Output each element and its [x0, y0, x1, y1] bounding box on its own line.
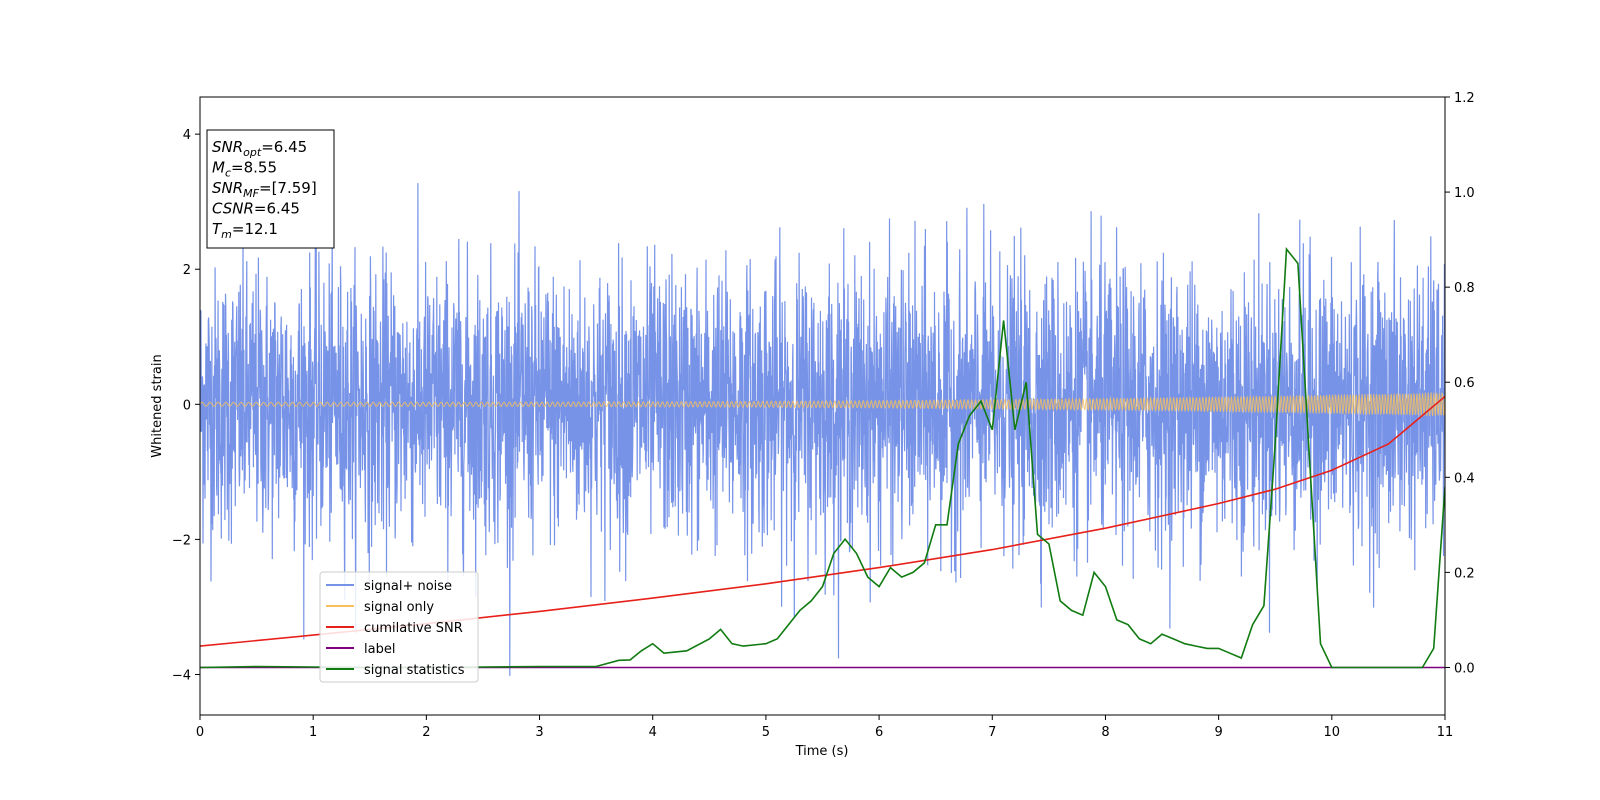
legend-label: signal only [364, 600, 434, 615]
x-tick-label: 1 [309, 725, 317, 740]
x-axis-label: Time (s) [795, 744, 849, 759]
legend: signal+ noise signal only cumilative SNR la… [319, 571, 479, 683]
x-tick-label: 4 [649, 725, 657, 740]
legend-label: signal+ noise [364, 579, 452, 594]
y-tick-label-right: 0.2 [1454, 566, 1475, 581]
x-tick-label: 11 [1437, 725, 1454, 740]
x-tick-label: 3 [535, 725, 543, 740]
x-tick-label: 6 [875, 725, 883, 740]
stats-line: CSNR=6.45 [212, 200, 300, 218]
plot-frame [199, 96, 1446, 716]
y-tick-label-right: 0.0 [1454, 661, 1475, 676]
stats-line: SNRMF=[7.59] [212, 179, 317, 200]
stats-line: Mc=8.55 [212, 159, 277, 180]
stats-line: SNRopt=6.45 [212, 138, 307, 159]
y-tick-label-left: 2 [183, 263, 191, 278]
y-tick-label-left: −4 [172, 668, 191, 683]
x-tick-label: 0 [196, 725, 204, 740]
y-tick-label-right: 0.8 [1454, 281, 1475, 296]
y-axis-label-left: Whitened strain [150, 354, 165, 457]
y-tick-label-right: 0.4 [1454, 471, 1475, 486]
x-tick-label: 2 [422, 725, 430, 740]
y-tick-label-right: 1.0 [1454, 186, 1475, 201]
y-tick-label-left: 0 [183, 398, 191, 413]
series-signal-noise [200, 183, 1445, 676]
legend-label: signal statistics [364, 663, 465, 678]
y-tick-label-right: 1.2 [1454, 91, 1475, 106]
y-tick-label-right: 0.6 [1454, 376, 1475, 391]
x-tick-label: 5 [762, 725, 770, 740]
series-signal-only [200, 391, 1445, 417]
axes: 0 1 2 3 4 5 6 7 8 9 10 11 −4 −2 0 2 4 0.0 0.2 0.4 0.6 0.8 1.0 1… [172, 91, 1475, 740]
legend-label: cumilative SNR [364, 621, 463, 636]
y-tick-label-left: −2 [172, 533, 191, 548]
x-tick-label: 10 [1324, 725, 1341, 740]
x-tick-label: 7 [988, 725, 996, 740]
y-tick-label-left: 4 [183, 128, 191, 143]
legend-label: label [364, 642, 395, 657]
x-tick-label: 9 [1214, 725, 1222, 740]
x-tick-label: 8 [1101, 725, 1109, 740]
series-signal-statistics [200, 246, 1445, 669]
stats-line: Tm=12.1 [212, 220, 278, 241]
